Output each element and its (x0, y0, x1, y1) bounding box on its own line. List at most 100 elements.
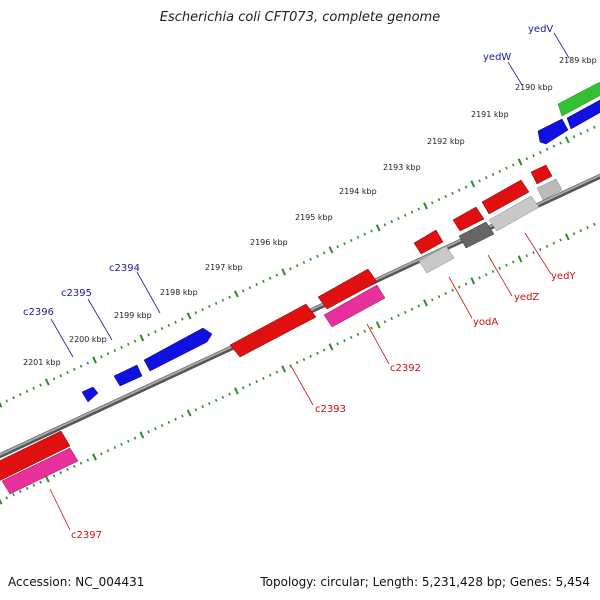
scale-tick-major (233, 290, 239, 298)
scale-label: 2195 kbp (295, 213, 333, 222)
scale-tick-minor (539, 150, 542, 154)
scale-tick-minor (147, 333, 150, 337)
scale-tick-minor (79, 461, 83, 465)
scale-tick-minor (39, 480, 42, 484)
scale-tick-minor (106, 352, 110, 356)
gene-feature-yodA-2[interactable] (418, 245, 455, 274)
gene-feature-yedZ-4[interactable] (458, 221, 495, 249)
scale-tick-minor (370, 229, 373, 233)
gene-feature-yodA[interactable] (413, 229, 444, 255)
scale-tick-minor (174, 320, 177, 324)
gene-label-yedV[interactable]: yedV (528, 24, 553, 35)
scale-tick-minor (248, 383, 252, 387)
scale-tick-minor (545, 147, 549, 151)
scale-tick-minor (552, 144, 556, 148)
scale-tick-minor (349, 335, 353, 340)
scale-tick-minor (356, 332, 360, 336)
scale-tick-minor (133, 436, 137, 440)
scale-tick-minor (275, 273, 279, 277)
gene-feature-c2397[interactable] (0, 430, 71, 483)
gene-feature-c2397-2[interactable] (1, 447, 79, 495)
scale-tick-minor (525, 157, 529, 161)
scale-tick-minor (268, 276, 272, 280)
scale-tick-minor (167, 323, 171, 327)
scale-tick-major (92, 356, 97, 364)
scale-tick-minor (113, 446, 117, 450)
scale-tick-minor (457, 188, 461, 192)
scale-tick-minor (262, 376, 265, 380)
scale-tick-minor (214, 301, 218, 305)
gene-feature-c2396[interactable] (81, 386, 99, 403)
scale-tick-minor (106, 449, 110, 453)
gene-label-c2394[interactable]: c2394 (109, 263, 140, 274)
scale-tick-minor (343, 242, 346, 246)
scale-tick-minor (593, 222, 596, 226)
scale-tick-minor (511, 260, 515, 264)
gene-feature-yedZ-3[interactable] (452, 206, 485, 232)
scale-tick-minor (275, 370, 279, 374)
scale-label: 2190 kbp (515, 83, 553, 92)
scale-tick-minor (403, 310, 407, 314)
scale-tick-minor (160, 327, 164, 331)
scale-tick-minor (194, 408, 198, 412)
label-leader-lines (49, 32, 570, 531)
scale-tick-minor (289, 364, 292, 368)
gene-label-c2397[interactable]: c2397 (71, 530, 102, 541)
scale-tick-minor (417, 207, 421, 211)
gene-label-yedW[interactable]: yedW (483, 52, 511, 63)
scale-tick-minor (491, 172, 495, 176)
scale-tick-minor (201, 405, 204, 409)
scale-tick-major (92, 453, 97, 461)
scale-tick-major (139, 431, 145, 439)
scale-tick-minor (410, 210, 414, 214)
scale-tick-minor (248, 286, 252, 290)
scale-tick-minor (289, 267, 292, 271)
gene-feature-yedW[interactable] (566, 99, 600, 130)
scale-tick-minor (72, 464, 76, 468)
scale-tick-minor (491, 269, 495, 273)
gene-feature-yedY-2[interactable] (536, 178, 563, 201)
gene-feature-c2392[interactable] (317, 268, 378, 310)
scale-tick-minor (397, 313, 400, 318)
gene-label-yodA[interactable]: yodA (473, 317, 498, 328)
gene-label-c2393[interactable]: c2393 (315, 404, 346, 415)
scale-tick-minor (133, 339, 137, 343)
scale-tick-minor (505, 166, 508, 170)
scale-tick-minor (295, 361, 299, 365)
scale-tick-minor (221, 298, 225, 302)
gene-label-yedY[interactable]: yedY (551, 271, 576, 282)
scale-tick-minor (532, 251, 535, 255)
scale-tick-minor (66, 468, 69, 472)
gene-feature-c2395[interactable] (113, 364, 143, 387)
scale-tick-minor (593, 125, 596, 129)
gene-label-c2392[interactable]: c2392 (390, 363, 421, 374)
scale-tick-minor (18, 490, 22, 494)
scale-tick-minor (336, 342, 339, 346)
scale-tick-minor (201, 308, 204, 312)
gene-feature-yedY[interactable] (530, 164, 553, 185)
scale-label: 2201 kbp (23, 358, 61, 367)
scale-tick-minor (221, 395, 225, 399)
gene-feature-c2392-2[interactable] (323, 284, 386, 328)
forward-strand-features (81, 82, 600, 403)
gene-label-yedZ[interactable]: yedZ (514, 292, 539, 303)
gene-feature-yedV[interactable] (557, 82, 600, 117)
gene-label-c2395[interactable]: c2395 (61, 288, 92, 299)
gene-feature-yedZ[interactable] (481, 179, 530, 215)
gene-feature-yedZ-2[interactable] (488, 195, 540, 232)
scale-tick-minor (120, 442, 123, 446)
gene-feature-c2393[interactable] (229, 303, 317, 358)
scale-tick-minor (309, 354, 312, 358)
scale-tick-minor (214, 398, 218, 402)
gene-label-c2396[interactable]: c2396 (23, 307, 54, 318)
scale-label: 2196 kbp (250, 238, 288, 247)
scale-tick-minor (25, 486, 29, 490)
gene-feature-yedW-2[interactable] (537, 118, 569, 145)
scale-label: 2191 kbp (471, 110, 509, 119)
scale-tick-minor (579, 229, 583, 233)
gene-feature-c2394[interactable] (143, 327, 213, 372)
scale-tick-minor (363, 329, 367, 333)
scale-tick-minor (32, 386, 36, 390)
scale-tick-minor (309, 257, 312, 261)
scale-tick-minor (457, 285, 461, 289)
